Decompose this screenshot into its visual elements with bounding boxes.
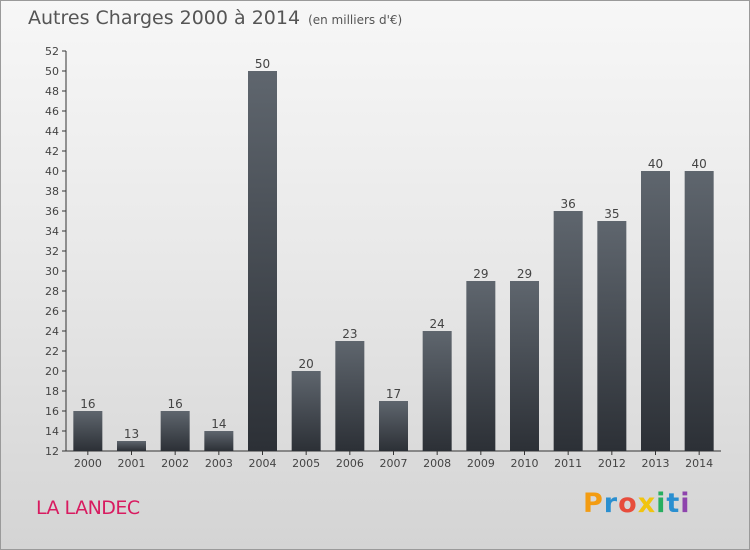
brand-logo-letter: i <box>656 488 667 519</box>
x-tick-label: 2005 <box>292 457 320 470</box>
x-tick-label: 2008 <box>423 457 451 470</box>
bar[interactable] <box>684 171 714 451</box>
y-tick-label: 16 <box>45 405 59 418</box>
bar-value-label: 14 <box>211 417 226 431</box>
y-tick-label: 44 <box>45 125 59 138</box>
x-tick-label: 2004 <box>249 457 277 470</box>
x-tick-label: 2009 <box>467 457 495 470</box>
y-tick-label: 50 <box>45 65 59 78</box>
y-tick-label: 34 <box>45 225 59 238</box>
y-tick-label: 22 <box>45 345 59 358</box>
brand-logo-letter: o <box>618 488 638 519</box>
y-axis: 12 14 16 18 20 22 24 26 28 30 32 34 36 38 40 42 44 46 48 50… <box>45 45 67 458</box>
bar[interactable] <box>510 281 539 451</box>
y-tick-label: 26 <box>45 305 59 318</box>
bar[interactable] <box>117 441 146 451</box>
bar[interactable] <box>160 411 190 451</box>
x-tick-label: 2002 <box>161 457 189 470</box>
bar[interactable] <box>553 211 583 451</box>
bar-value-label: 20 <box>299 357 314 371</box>
bar-value-label: 24 <box>430 317 445 331</box>
bar[interactable] <box>379 401 408 451</box>
y-tick-label: 24 <box>45 325 59 338</box>
x-tick-label: 2011 <box>554 457 582 470</box>
y-tick-label: 18 <box>45 385 59 398</box>
y-tick-label: 42 <box>45 145 59 158</box>
brand-logo-letter: x <box>637 488 657 519</box>
y-tick-label: 12 <box>45 445 59 458</box>
bar[interactable] <box>335 341 365 451</box>
y-tick-label: 52 <box>45 45 59 58</box>
x-tick-label: 2012 <box>598 457 626 470</box>
brand-logo-letter: t <box>666 488 681 519</box>
y-tick-label: 30 <box>45 265 59 278</box>
bar[interactable] <box>248 71 277 451</box>
bar-value-label: 29 <box>473 267 488 281</box>
y-tick-label: 32 <box>45 245 59 258</box>
bar[interactable] <box>466 281 496 451</box>
bar-value-label: 23 <box>342 327 357 341</box>
bar[interactable] <box>641 171 670 451</box>
bar-value-label: 29 <box>517 267 532 281</box>
x-tick-label: 2013 <box>642 457 670 470</box>
x-tick-label: 2006 <box>336 457 364 470</box>
x-tick-label: 2010 <box>511 457 539 470</box>
y-tick-label: 20 <box>45 365 59 378</box>
bar-value-label: 50 <box>255 57 270 71</box>
chart-title: Autres Charges 2000 à 2014 (en milliers d… <box>28 7 402 29</box>
bar-value-label: 40 <box>648 157 663 171</box>
bar[interactable] <box>597 221 627 451</box>
x-tick-label: 2000 <box>74 457 102 470</box>
y-tick-label: 14 <box>45 425 59 438</box>
x-tick-label: 2001 <box>118 457 146 470</box>
y-tick-label: 36 <box>45 205 59 218</box>
bar-value-label: 36 <box>561 197 576 211</box>
x-tick-label: 2007 <box>380 457 408 470</box>
y-tick-label: 46 <box>45 105 59 118</box>
bar-value-label: 17 <box>386 387 401 401</box>
y-tick-label: 40 <box>45 165 59 178</box>
y-tick-label: 38 <box>45 185 59 198</box>
bar[interactable] <box>422 331 452 451</box>
y-tick-label: 48 <box>45 85 59 98</box>
brand-logo[interactable]: Proxiti <box>583 488 691 519</box>
x-tick-label: 2014 <box>685 457 713 470</box>
brand-logo-letter: r <box>603 488 619 519</box>
commune-name: LA LANDEC <box>36 497 140 519</box>
chart-title-text: Autres Charges 2000 à 2014 <box>28 7 301 29</box>
brand-logo-letter: i <box>680 488 691 519</box>
bar-value-label: 16 <box>168 397 183 411</box>
bar-value-label: 35 <box>604 207 619 221</box>
bar[interactable] <box>291 371 321 451</box>
bar-value-label: 16 <box>80 397 95 411</box>
bar-value-label: 40 <box>692 157 707 171</box>
bars: 16 13 16 14 50 20 23 17 24 29 29 36 35 40 40 <box>73 57 714 451</box>
bar-value-label: 13 <box>124 427 139 441</box>
bar[interactable] <box>73 411 103 451</box>
x-axis: 2000 2001 2002 2003 2004 2005 2006 2007 2008 2009… <box>66 450 721 470</box>
x-tick-label: 2003 <box>205 457 233 470</box>
bar[interactable] <box>204 431 234 451</box>
y-tick-label: 28 <box>45 285 59 298</box>
brand-logo-letter: P <box>583 488 604 519</box>
chart-subtitle: (en milliers d'€) <box>308 13 403 27</box>
